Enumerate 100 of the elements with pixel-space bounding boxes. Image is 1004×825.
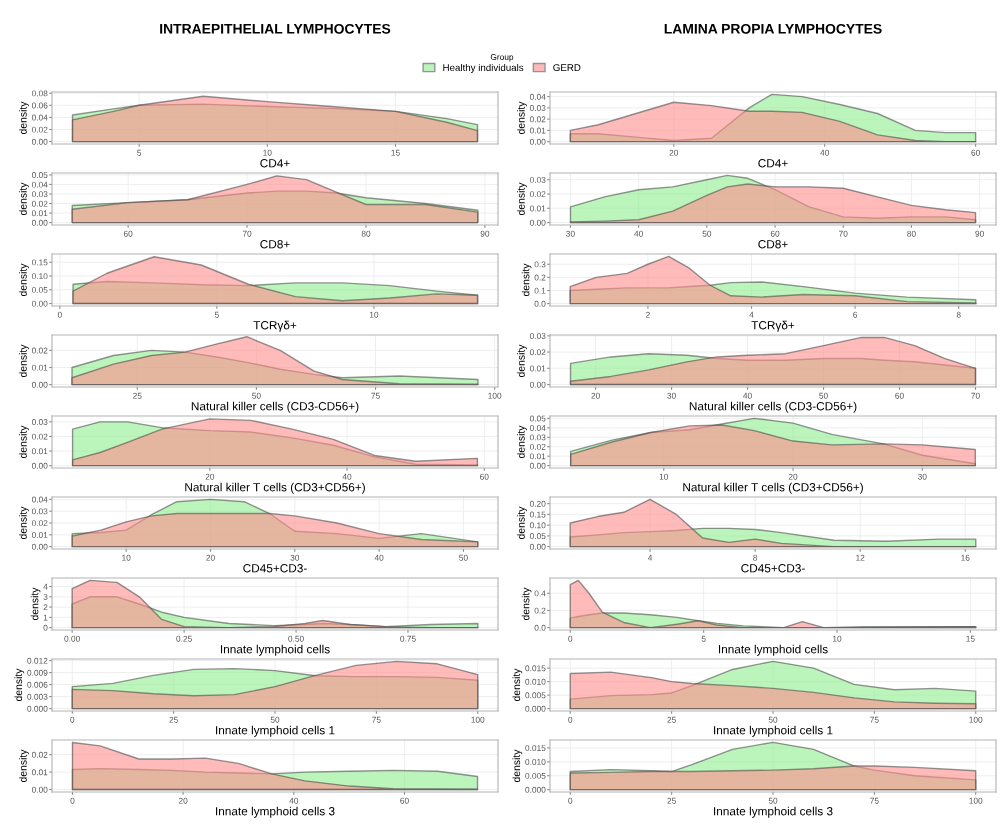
y-axis-title: density bbox=[19, 182, 29, 216]
y-tick-label: 0.010 bbox=[525, 759, 546, 765]
y-tick-label: 0.03 bbox=[31, 419, 48, 425]
x-tick-label: 70 bbox=[839, 230, 848, 237]
x-tick-label: 75 bbox=[870, 716, 879, 723]
y-tick-label: 0.03 bbox=[529, 333, 546, 339]
y-tick-label: 0.20 bbox=[529, 500, 546, 507]
y-tick-label: 0.02 bbox=[31, 433, 48, 440]
y-axis-title: density bbox=[19, 749, 29, 783]
y-tick-label: 0.01 bbox=[529, 365, 546, 372]
y-tick-label: 0.003 bbox=[27, 693, 48, 700]
y-tick-label: 0.00 bbox=[31, 219, 48, 226]
y-axis-title: density bbox=[19, 344, 29, 378]
y-axis-title: density bbox=[517, 506, 527, 540]
x-tick-label: 50 bbox=[768, 716, 778, 723]
x-tick-label: 90 bbox=[480, 230, 490, 237]
y-tick-label: 0.03 bbox=[31, 191, 48, 198]
y-tick-label: 0.012 bbox=[27, 657, 48, 664]
x-tick-label: 70 bbox=[242, 230, 252, 237]
x-tick-label: 0.25 bbox=[176, 635, 192, 642]
y-tick-label: 0.1 bbox=[534, 287, 546, 294]
x-tick-label: 10 bbox=[369, 311, 379, 318]
x-tick-label: 40 bbox=[289, 797, 299, 804]
x-tick-label: 15 bbox=[966, 635, 975, 642]
x-tick-label: 60 bbox=[971, 149, 980, 156]
y-tick-label: 0.005 bbox=[525, 692, 546, 699]
y-tick-label: 0.00 bbox=[529, 543, 546, 550]
x-tick-label: 0 bbox=[568, 635, 573, 642]
x-tick-label: 10 bbox=[833, 635, 842, 642]
x-tick-label: 6 bbox=[853, 311, 858, 318]
x-tick-label: 16 bbox=[961, 554, 970, 561]
y-tick-label: 0.00 bbox=[31, 462, 48, 469]
y-tick-label: 0.006 bbox=[27, 681, 48, 688]
x-tick-label: 15 bbox=[391, 149, 400, 156]
x-tick-label: 100 bbox=[488, 392, 502, 399]
x-tick-label: 75 bbox=[372, 716, 381, 723]
x-tick-label: 75 bbox=[371, 392, 380, 399]
y-tick-label: 0.000 bbox=[525, 786, 546, 793]
x-tick-label: 40 bbox=[743, 392, 752, 399]
y-tick-label: 0.009 bbox=[27, 669, 48, 676]
y-tick-label: 0.02 bbox=[529, 443, 546, 450]
x-axis-title: Natural killer T cells (CD3+CD56+) bbox=[185, 482, 365, 494]
y-tick-label: 0.01 bbox=[31, 532, 48, 538]
x-tick-label: 60 bbox=[400, 797, 409, 804]
x-tick-label: 60 bbox=[895, 392, 904, 399]
x-axis-title: CD4+ bbox=[758, 159, 788, 168]
y-tick-label: 0.02 bbox=[31, 751, 48, 758]
y-tick-label: 0.00 bbox=[31, 543, 48, 550]
legend-label: GERD bbox=[553, 64, 581, 72]
x-axis-title: Innate lymphoid cells bbox=[718, 644, 828, 656]
x-tick-label: 20 bbox=[591, 392, 600, 399]
x-tick-label: 20 bbox=[206, 554, 215, 561]
y-axis-title: density bbox=[517, 101, 527, 135]
x-tick-label: 20 bbox=[669, 149, 679, 156]
x-axis-title: Innate lymphoid cells 1 bbox=[216, 725, 335, 737]
x-tick-label: 100 bbox=[969, 797, 983, 804]
x-tick-label: 0.50 bbox=[288, 635, 304, 642]
x-tick-label: 30 bbox=[290, 554, 300, 561]
x-tick-label: 25 bbox=[133, 392, 142, 399]
y-axis-title: density bbox=[14, 668, 25, 702]
x-axis-title: Innate lymphoid cells bbox=[220, 644, 330, 656]
y-tick-label: 0.015 bbox=[525, 665, 546, 672]
x-tick-label: 5 bbox=[214, 311, 219, 318]
y-axis-title: density bbox=[19, 506, 29, 540]
y-tick-label: 0.00 bbox=[529, 462, 546, 469]
y-tick-label: 0.02 bbox=[529, 116, 546, 123]
legend-label: Healthy individuals bbox=[443, 63, 524, 73]
y-axis-title: density bbox=[512, 749, 523, 783]
x-tick-label: 50 bbox=[459, 554, 468, 561]
x-tick-label: 0 bbox=[57, 311, 62, 318]
chart-title: INTRAEPITHELIAL LYMPHOCYTES bbox=[160, 23, 391, 34]
x-tick-label: 0.75 bbox=[400, 635, 416, 642]
x-tick-label: 30 bbox=[566, 230, 575, 237]
x-tick-label: 50 bbox=[702, 230, 712, 237]
y-tick-label: 0.010 bbox=[525, 678, 546, 685]
x-tick-label: 50 bbox=[768, 797, 778, 804]
x-tick-label: 25 bbox=[169, 716, 178, 723]
x-axis-title: CD8+ bbox=[758, 240, 788, 249]
y-tick-label: 0.15 bbox=[529, 511, 546, 518]
y-tick-label: 0.04 bbox=[31, 114, 48, 121]
y-tick-label: 0.02 bbox=[31, 520, 48, 527]
y-tick-label: 0.00 bbox=[31, 786, 48, 793]
y-tick-label: 0.01 bbox=[31, 769, 48, 776]
x-axis-title: Innate lymphoid cells 3 bbox=[714, 806, 833, 818]
x-axis-title: TCRγδ+ bbox=[751, 320, 795, 332]
x-tick-label: 20 bbox=[178, 797, 188, 804]
y-axis-title: density bbox=[521, 263, 532, 297]
x-tick-label: 20 bbox=[205, 473, 215, 480]
x-tick-label: 0 bbox=[568, 797, 573, 804]
x-axis-title: CD4+ bbox=[260, 159, 290, 168]
x-tick-label: 40 bbox=[634, 230, 643, 237]
x-tick-label: 12 bbox=[856, 554, 865, 561]
y-tick-label: 0.04 bbox=[31, 181, 48, 188]
x-tick-label: 60 bbox=[480, 473, 489, 480]
legend-title: Group bbox=[490, 54, 514, 62]
y-tick-label: 0.00 bbox=[529, 381, 546, 388]
y-tick-label: 0.00 bbox=[31, 138, 48, 145]
x-tick-label: 50 bbox=[270, 716, 280, 723]
y-tick-label: 0.08 bbox=[31, 90, 48, 97]
x-tick-label: 25 bbox=[667, 716, 676, 723]
